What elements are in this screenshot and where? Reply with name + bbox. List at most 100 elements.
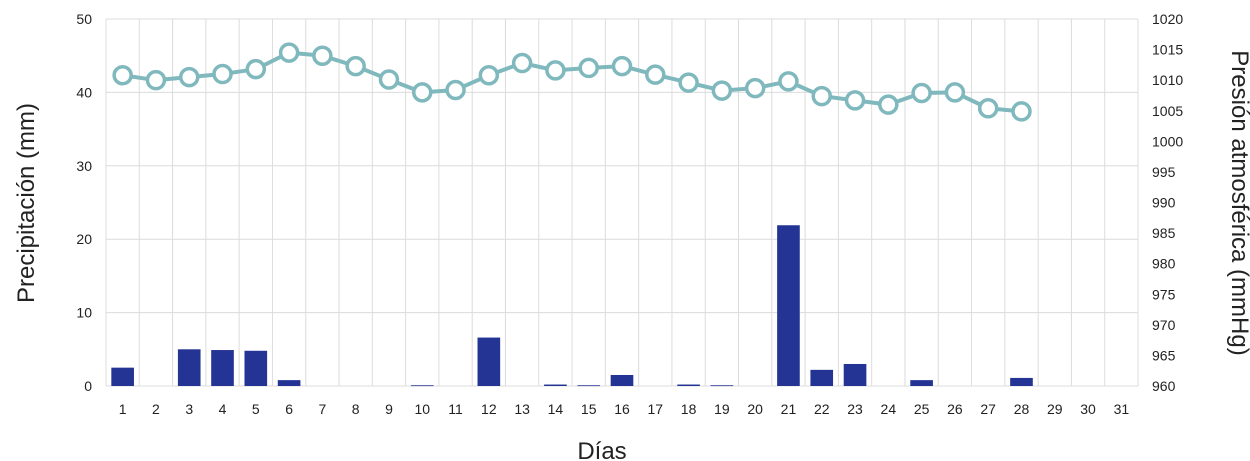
x-tick-label: 23 [847, 401, 863, 417]
x-tick-label: 31 [1114, 401, 1130, 417]
pressure-point [911, 82, 932, 104]
precipitation-bar [477, 337, 501, 386]
precipitation-bar [410, 385, 434, 387]
pressure-point [645, 64, 666, 85]
precipitation-bars [111, 225, 1033, 387]
x-tick-label: 17 [648, 401, 664, 417]
precipitation-bar [777, 225, 800, 386]
y-tick-label: 40 [76, 84, 92, 100]
y-tick-label: 50 [76, 11, 92, 27]
x-tick-label: 27 [980, 401, 996, 417]
x-tick-label: 5 [252, 401, 260, 417]
pressure-point [112, 65, 133, 86]
y-tick-label: 30 [76, 158, 92, 174]
pressure-point [245, 58, 267, 80]
pressure-point [345, 55, 366, 77]
pressure-line [112, 42, 1032, 122]
pressure-point [545, 60, 566, 81]
precipitation-bar [677, 384, 700, 386]
precipitation-bar [277, 380, 301, 386]
y-tick-label: 0 [84, 378, 92, 394]
pressure-point [611, 55, 633, 77]
precipitation-bar [211, 350, 234, 386]
x-tick-label: 19 [714, 401, 730, 417]
pressure-point [312, 45, 333, 66]
precipitation-bar [910, 380, 933, 386]
x-tick-label: 7 [318, 401, 326, 417]
pressure-point [445, 79, 466, 101]
precipitation-bar [111, 367, 134, 386]
x-tick-label: 4 [219, 401, 227, 417]
x-tick-label: 18 [681, 401, 697, 417]
precipitation-bar [810, 369, 834, 386]
x-tick-label: 21 [781, 401, 797, 417]
y2-tick-label: 990 [1152, 195, 1176, 211]
y2-tick-label: 1015 [1152, 42, 1183, 58]
y-axis-title: Precipitación (mm) [13, 103, 40, 303]
x-tick-label: 25 [914, 401, 930, 417]
x-tick-label: 14 [548, 401, 564, 417]
x-tick-label: 9 [385, 401, 393, 417]
precipitation-bar [710, 385, 734, 387]
pressure-point [511, 52, 533, 74]
x-tick-label: 30 [1080, 401, 1096, 417]
pressure-point [1011, 101, 1032, 122]
pressure-point [412, 82, 433, 103]
pressure-point [145, 69, 167, 91]
x-tick-label: 22 [814, 401, 830, 417]
pressure-point [711, 80, 733, 101]
pressure-point [212, 63, 233, 85]
pressure-point [278, 42, 300, 63]
precipitation-bar [843, 363, 867, 386]
pressure-point [578, 57, 599, 79]
y-tick-label: 10 [76, 305, 92, 321]
y2-axis-title: Presión atmosférica (mmHg) [1226, 50, 1250, 355]
x-tick-label: 12 [481, 401, 497, 417]
pressure-point [744, 77, 766, 99]
y2-tick-label: 1000 [1152, 133, 1183, 149]
precipitation-bar [244, 350, 268, 386]
y2-tick-label: 965 [1152, 347, 1176, 363]
pressure-point [878, 94, 899, 115]
gridlines [105, 18, 1139, 387]
y2-tick-label: 1010 [1152, 72, 1183, 88]
pressure-point [844, 90, 866, 111]
precipitation-bar [577, 385, 601, 387]
x-tick-label: 2 [152, 401, 160, 417]
x-tick-label: 29 [1047, 401, 1063, 417]
x-tick-label: 16 [614, 401, 630, 417]
precipitation-bar [544, 384, 567, 386]
x-axis-title: Días [577, 438, 626, 461]
x-tick-label: 28 [1014, 401, 1030, 417]
x-tick-label: 26 [947, 401, 963, 417]
precipitation-bar [177, 349, 201, 386]
y2-tick-label: 970 [1152, 317, 1176, 333]
x-tick-label: 24 [881, 401, 897, 417]
precipitation-bar [610, 374, 634, 386]
pressure-line-path [122, 50, 1022, 114]
x-tick-label: 15 [581, 401, 597, 417]
x-tick-label: 13 [514, 401, 530, 417]
tick-labels: 1 2 3 4 5 6 7 8 9 10 11 12 13 14 15 16 17 18 19 20 21 22 23 24 2… [76, 11, 1183, 417]
x-tick-label: 1 [119, 401, 127, 417]
pressure-point [178, 66, 200, 88]
pressure-point [678, 72, 699, 93]
y2-tick-label: 1020 [1152, 11, 1183, 27]
x-tick-label: 8 [352, 401, 360, 417]
x-tick-label: 10 [414, 401, 430, 417]
y2-tick-label: 1005 [1152, 103, 1183, 119]
x-tick-label: 20 [747, 401, 763, 417]
pressure-point [944, 82, 966, 103]
y2-tick-label: 985 [1152, 225, 1176, 241]
y2-tick-label: 960 [1152, 378, 1176, 394]
pressure-point [778, 71, 799, 92]
x-tick-label: 11 [448, 401, 463, 417]
precipitation-bar [1010, 377, 1033, 386]
y2-tick-label: 975 [1152, 286, 1176, 302]
x-tick-label: 3 [185, 401, 193, 417]
y2-tick-label: 980 [1152, 256, 1176, 272]
pressure-point [478, 65, 500, 86]
pressure-point [378, 69, 400, 90]
pressure-point [811, 85, 832, 107]
